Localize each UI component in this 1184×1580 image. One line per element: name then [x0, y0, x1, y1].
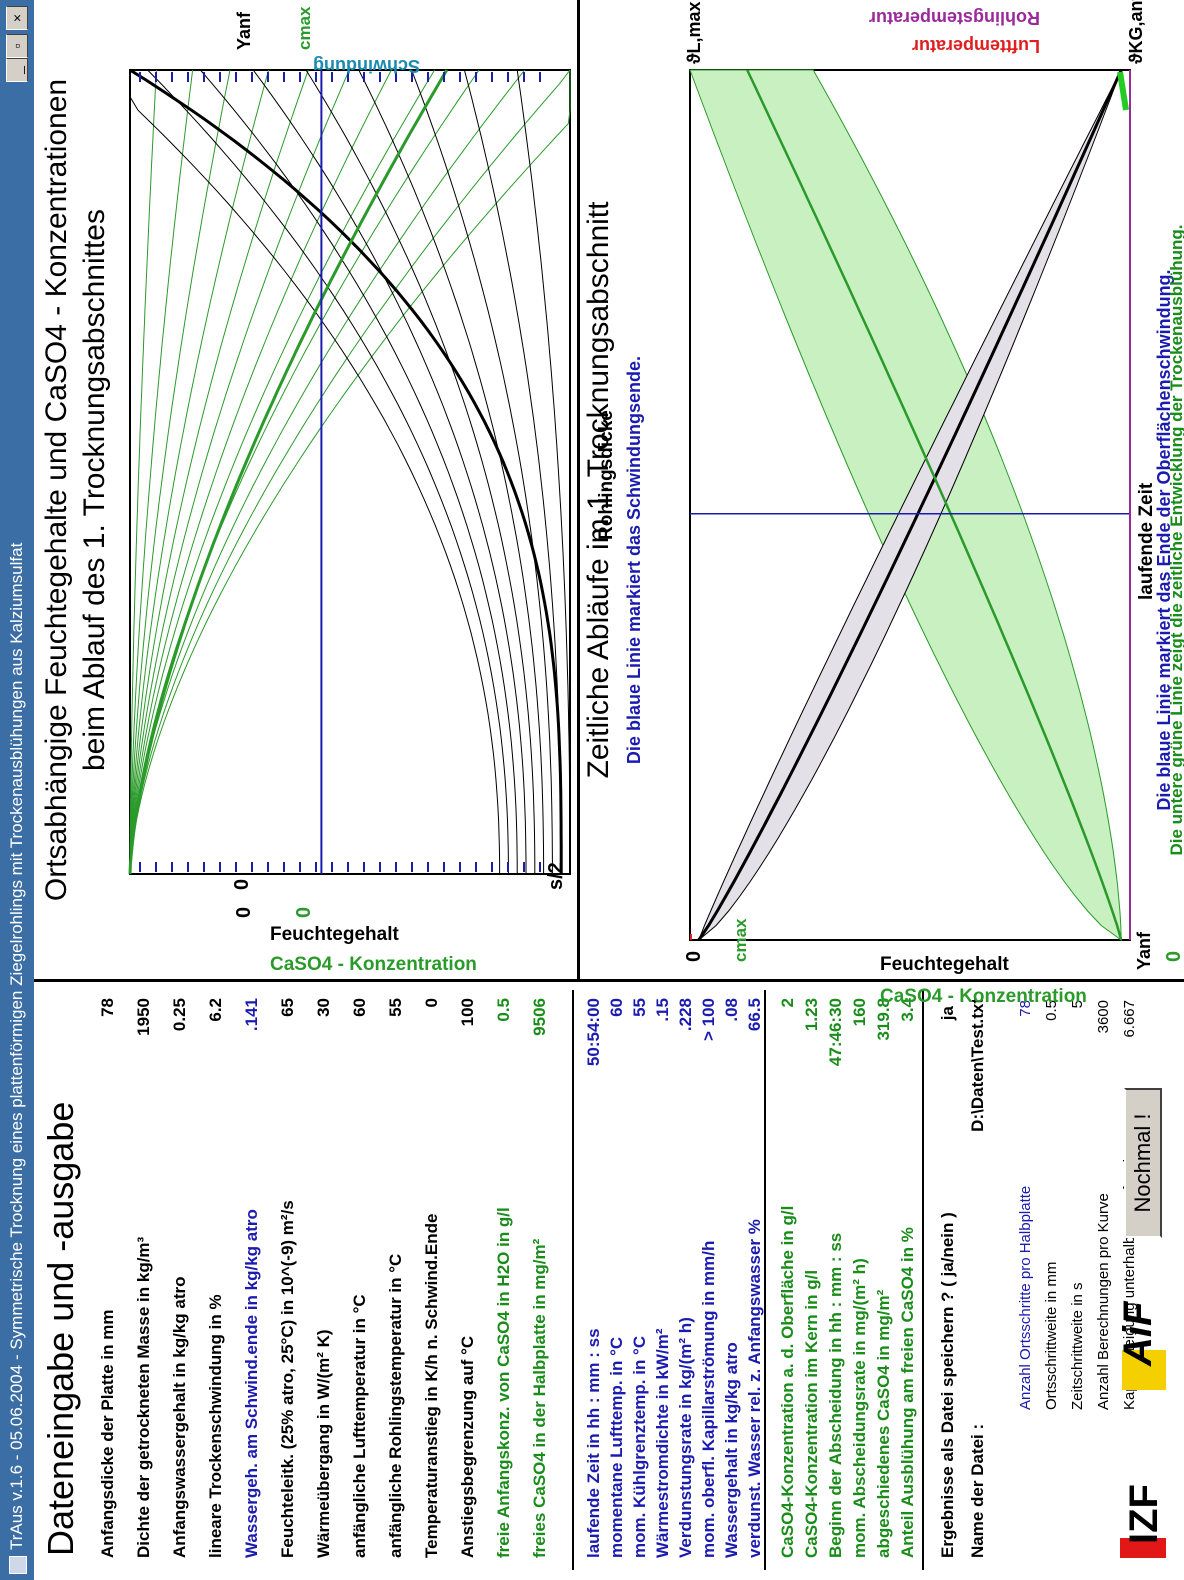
top-moisture-profile [129, 69, 157, 874]
bottom-mean-concentration [746, 69, 1123, 941]
bottom-y-top-zero: 0 [683, 951, 705, 962]
bottom-legend-air-temperature: Lufttemperatur [912, 36, 1040, 56]
top-current-concentration [129, 68, 563, 874]
top-concentration-profile [147, 69, 509, 874]
bottom-mean-moisture [697, 69, 1123, 941]
top-x-label: Rohlingsdicke [596, 410, 617, 540]
top-y-zero-concentration: 0 [293, 907, 315, 918]
top-y-zero-moisture: 0 [233, 907, 255, 918]
top-moisture-profile [129, 69, 309, 875]
top-moisture-profile [129, 69, 231, 875]
top-concentration-profile [411, 69, 553, 874]
top-note: Die blaue Linie markiert das Schwindungs… [624, 356, 644, 764]
top-y-label-concentration: CaSO4 - Konzentration [270, 954, 477, 975]
top-y-label-moisture: Feuchtegehalt [270, 924, 399, 945]
bottom-y-bottom-moisture: Yanf [1134, 931, 1154, 970]
bottom-note-1: Die blaue Linie markiert das Ende der Ob… [1154, 269, 1174, 810]
top-concentration-profile [200, 69, 518, 874]
bottom-theta-top: ϑL,max [684, 2, 704, 65]
top-concentration-profile [516, 69, 571, 874]
top-moisture-profile [129, 69, 480, 875]
top-current-moisture [128, 69, 449, 875]
bottom-legend-blank-temperature: Rohlingstemperatur [869, 8, 1040, 28]
bottom-theta-bottom: ϑKG,anf [1126, 0, 1146, 64]
top-x-zero: 0 [231, 879, 253, 890]
bottom-note-2: Die untere grüne Linie zeigt die zeitlic… [1167, 225, 1184, 856]
bottom-y-bottom-zero: 0 [1163, 951, 1184, 962]
top-concentration-profile [358, 69, 545, 874]
top-moisture-profile [129, 69, 350, 875]
top-moisture-profile [129, 70, 571, 875]
bottom-y-top-concentration: cmax [731, 918, 750, 962]
top-concentration-profile [129, 70, 501, 874]
bottom-y-label-moisture: Feuchtegehalt [880, 954, 1009, 975]
top-y-top-concentration: cmax [295, 6, 314, 50]
top-moisture-profile [129, 69, 436, 875]
top-moisture-profile [129, 69, 270, 875]
bottom-x-label: laufende Zeit [1136, 482, 1157, 600]
top-plot-frame [129, 69, 571, 875]
top-moisture-profile [129, 69, 194, 875]
top-moisture-profile [129, 69, 392, 875]
bottom-y-label-concentration: CaSO4 - Konzentration [880, 986, 1087, 1007]
top-concentration-profile [252, 69, 527, 874]
top-concentration-profile [305, 69, 536, 874]
bottom-efflorescence-line [1117, 71, 1129, 111]
top-right-label: Schwindung [313, 56, 420, 76]
top-x-end: s/2 [545, 862, 567, 890]
top-moisture-profile [129, 69, 571, 875]
top-y-top-moisture: Yanf [234, 11, 254, 50]
